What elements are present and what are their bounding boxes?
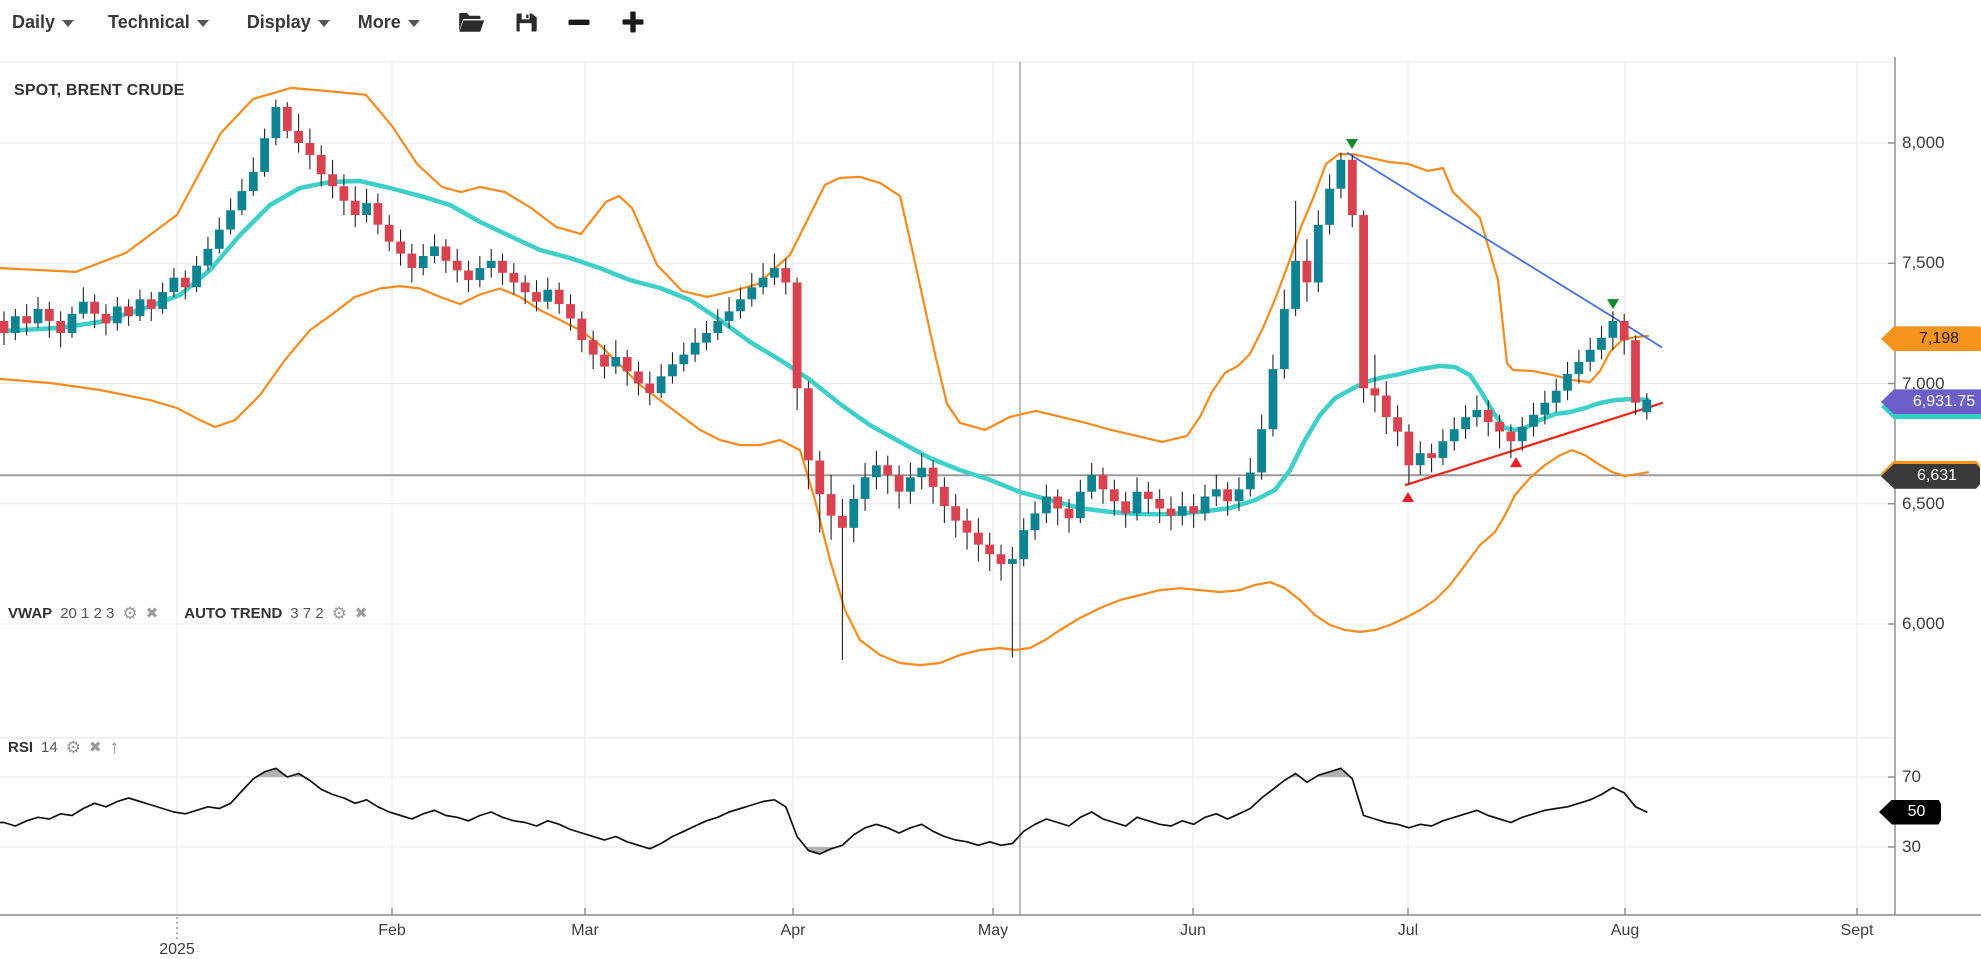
- chevron-down-icon: [407, 19, 420, 27]
- timeframe-menu-label: Daily: [12, 11, 56, 32]
- autotrend-params: 3 7 2: [290, 605, 324, 622]
- rsi-remove-icon[interactable]: ✖: [88, 739, 102, 756]
- more-menu-label: More: [357, 11, 401, 32]
- month-axis-label: Jun: [1180, 922, 1206, 939]
- timeframe-menu[interactable]: Daily: [12, 11, 75, 33]
- year-axis-label: 2025: [159, 941, 195, 958]
- last-price-badge: 6,931.75: [1881, 389, 1981, 415]
- display-menu[interactable]: Display: [247, 12, 330, 33]
- open-folder-icon[interactable]: [456, 9, 486, 35]
- save-icon[interactable]: [512, 9, 539, 36]
- technical-menu[interactable]: Technical: [108, 12, 209, 33]
- vwap-params: 20 1 2 3: [60, 605, 115, 622]
- vwap-remove-icon[interactable]: ✖: [145, 605, 159, 622]
- zoom-in-icon[interactable]: [619, 8, 647, 36]
- autotrend-label: AUTO TREND: [184, 605, 283, 622]
- month-axis-label: May: [977, 922, 1009, 939]
- vwap-settings-gear-icon[interactable]: ⚙: [122, 604, 138, 623]
- autotrend-remove-icon[interactable]: ✖: [354, 605, 368, 622]
- rsi-value-badge: 50: [1879, 799, 1941, 825]
- upper-band-badge: 7,198: [1881, 326, 1981, 352]
- vwap-label: VWAP: [8, 605, 53, 622]
- zoom-out-icon[interactable]: [565, 8, 593, 36]
- month-axis-label: Mar: [571, 922, 599, 939]
- indicator-legend-rsi: RSI 14 ⚙ ✖ ↑: [8, 738, 119, 757]
- month-axis-label: Jul: [1397, 922, 1419, 939]
- technical-menu-label: Technical: [108, 11, 190, 32]
- rsi-tick-label: 70: [1902, 767, 1921, 786]
- rsi-move-up-arrow-icon[interactable]: ↑: [109, 737, 120, 758]
- hline-price-badge: 6,631: [1881, 463, 1980, 489]
- more-menu[interactable]: More: [358, 12, 420, 33]
- indicator-legend-vwap: VWAP 20 1 2 3 ⚙ ✖ AUTO TREND 3 7 2 ⚙ ✖: [8, 605, 368, 622]
- chevron-down-icon: [317, 19, 330, 27]
- instrument-title: SPOT, BRENT CRUDE: [14, 82, 185, 99]
- rsi-tick-label: 30: [1902, 837, 1921, 856]
- chevron-down-icon: [196, 19, 209, 27]
- chevron-down-icon: [62, 19, 75, 27]
- month-axis-label: Sept: [1840, 922, 1874, 939]
- autotrend-settings-gear-icon[interactable]: ⚙: [331, 604, 347, 623]
- toolbar: Daily Technical Display More: [0, 0, 1981, 44]
- rsi-label: RSI: [8, 739, 34, 756]
- price-tick-label: 7,500: [1902, 253, 1945, 273]
- rsi-settings-gear-icon[interactable]: ⚙: [65, 738, 81, 757]
- price-tick-label: 7,000: [1902, 373, 1945, 393]
- month-axis-label: Aug: [1610, 922, 1640, 939]
- price-tick-label: 8,000: [1902, 133, 1945, 152]
- month-axis-label: Feb: [378, 922, 406, 939]
- display-menu-label: Display: [246, 11, 311, 32]
- price-tick-label: 6,000: [1902, 614, 1945, 633]
- month-axis-label: Apr: [780, 922, 806, 939]
- rsi-params: 14: [41, 739, 58, 756]
- price-tick-label: 6,500: [1902, 493, 1945, 513]
